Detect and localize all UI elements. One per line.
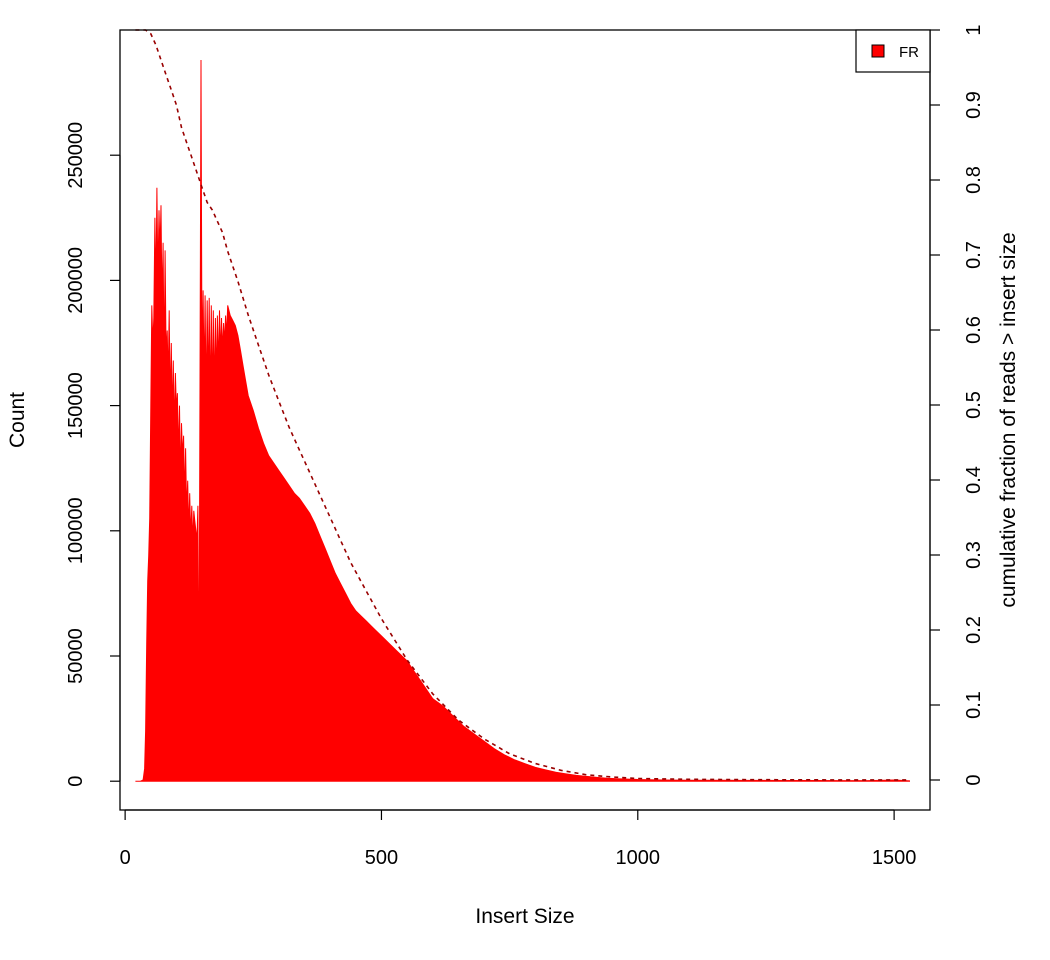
y-axis-title: Count xyxy=(6,392,29,448)
y2-tick-label: 0.1 xyxy=(963,691,985,719)
y2-tick-label: 0.8 xyxy=(963,166,985,194)
y-tick-label: 200000 xyxy=(65,247,87,314)
y2-axis-title: cumulative fraction of reads > insert si… xyxy=(997,232,1020,607)
x-tick-label: 0 xyxy=(120,847,131,869)
x-tick-label: 500 xyxy=(365,847,398,869)
x-tick-label: 1500 xyxy=(872,847,917,869)
y-tick-label: 50000 xyxy=(65,628,87,684)
legend-label-fr: FR xyxy=(899,44,919,61)
y2-tick-label: 0.7 xyxy=(963,241,985,269)
y-tick-label: 150000 xyxy=(65,372,87,439)
y2-tick-label: 0 xyxy=(963,774,985,785)
y2-tick-label: 1 xyxy=(963,24,985,35)
y-axis-left: 0 50000 100000 150000 200000 250000 xyxy=(65,122,121,787)
y-axis-right: 0 0.1 0.2 0.3 0.4 0.5 0.6 0.7 0.8 0.9 1 xyxy=(929,24,985,786)
y2-tick-label: 0.3 xyxy=(963,541,985,569)
y-tick-label: 100000 xyxy=(65,497,87,564)
x-tick-label: 1000 xyxy=(616,847,661,869)
y2-tick-label: 0.2 xyxy=(963,616,985,644)
histogram-area-fr xyxy=(135,59,910,782)
x-axis-title: Insert Size xyxy=(475,905,574,928)
y2-tick-label: 0.5 xyxy=(963,391,985,419)
y2-tick-label: 0.9 xyxy=(963,91,985,119)
legend-box xyxy=(855,29,931,73)
legend: FR xyxy=(855,29,931,73)
plot-layer xyxy=(135,29,910,782)
legend-swatch-fr xyxy=(871,44,885,58)
y-tick-label: 0 xyxy=(65,776,87,787)
x-axis: 0 500 1000 1500 xyxy=(120,809,917,869)
y-tick-label: 250000 xyxy=(65,122,87,189)
y2-tick-label: 0.6 xyxy=(963,316,985,344)
y2-tick-label: 0.4 xyxy=(963,466,985,494)
cumulative-fraction-line xyxy=(135,29,910,781)
